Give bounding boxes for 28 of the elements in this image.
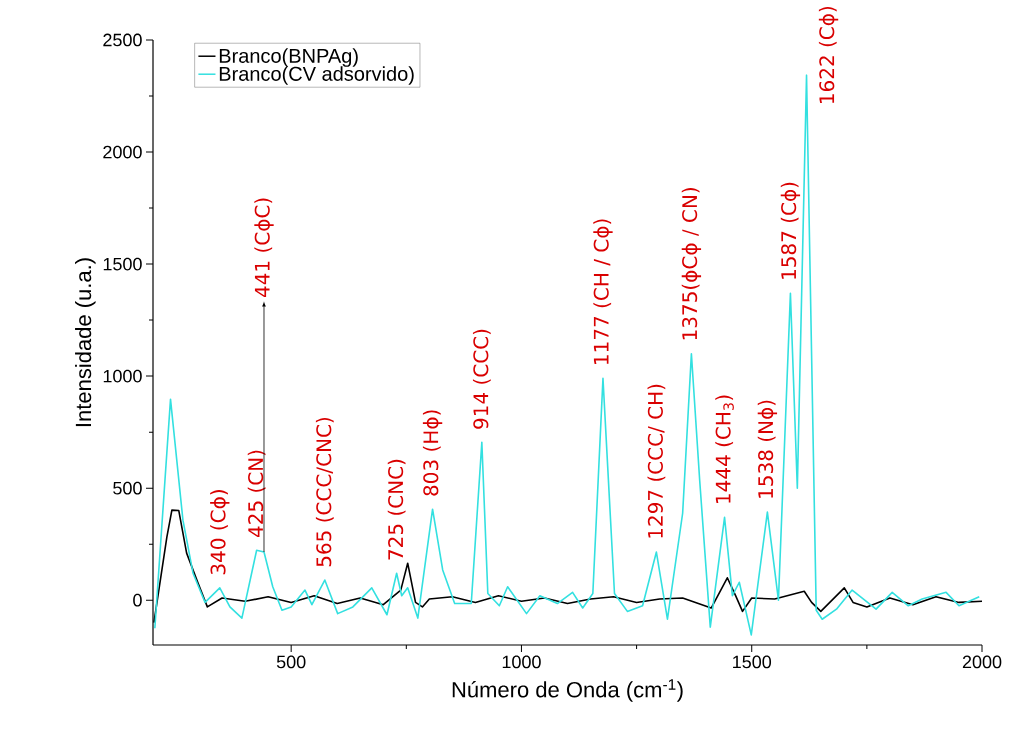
annotation: 441 (CϕC) (254, 198, 274, 298)
y-tick-label: 2500 (103, 33, 142, 47)
annotation: 725 (CNC) (387, 459, 406, 560)
annotation: 1375(ϕCϕ / CN) (681, 188, 702, 340)
y-tick-label: 2000 (103, 145, 142, 159)
annotation: 1297 (CCC/ CH) (647, 384, 666, 538)
x-tick-label: 1000 (502, 655, 541, 669)
legend-label: Branco(BNPAg) (219, 48, 358, 67)
annotation: 565 (CCC/CNC) (315, 417, 334, 567)
annotation: 914 (CCC) (472, 329, 491, 429)
x-tick-label: 1500 (733, 655, 772, 669)
y-tick-label: 1500 (103, 257, 142, 271)
y-axis-title: Intensidade (u.a.) (75, 258, 96, 427)
annotation: 1622 (Cϕ) (818, 6, 839, 104)
x-tick-label: 500 (276, 655, 306, 669)
annotation: 340 (Cϕ) (210, 490, 230, 575)
y-tick-label: 0 (133, 593, 142, 607)
annotation: 1538 (Nϕ) (757, 400, 778, 498)
annotation: 1177 (CH / Cϕ) (593, 219, 613, 364)
annotation: 1587 (Cϕ) (780, 182, 801, 279)
y-tick-label: 1000 (103, 369, 142, 383)
x-tick-label: 2000 (962, 655, 1002, 669)
annotation: 425 (CN) (247, 450, 266, 538)
annotation: 1444 (CH$_{3}$) (715, 395, 734, 503)
legend-label: Branco(CV adsorvido) (219, 66, 414, 85)
x-axis-title: Número de Onda (cm$^{-1}$) (452, 679, 683, 702)
y-tick-label: 500 (113, 481, 142, 495)
annotation: 803 (Hϕ) (422, 410, 443, 496)
